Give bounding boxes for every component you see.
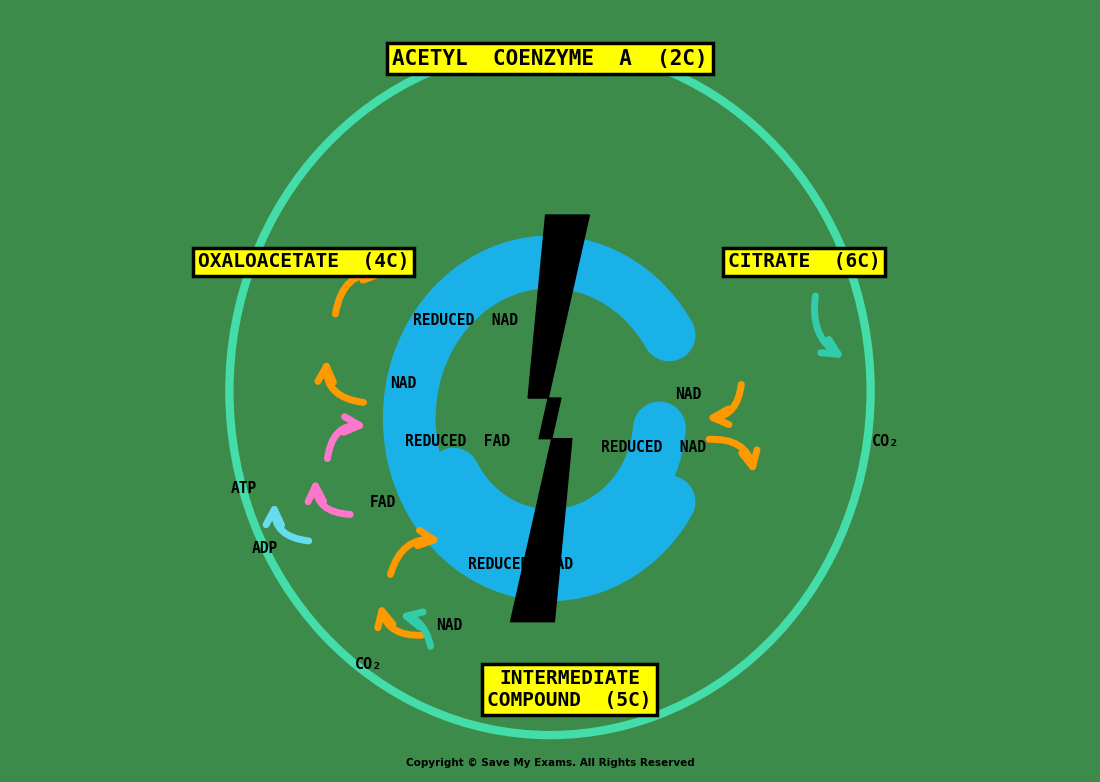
Text: CITRATE  (6C): CITRATE (6C) [728,253,880,271]
Text: ADP: ADP [251,541,277,557]
Text: ATP: ATP [231,481,257,497]
Text: REDUCED  NAD: REDUCED NAD [414,313,518,328]
Text: REDUCED  NAD: REDUCED NAD [468,557,573,572]
Text: CO₂: CO₂ [872,434,900,450]
Text: NAD: NAD [437,618,463,633]
Polygon shape [510,215,590,622]
Text: INTERMEDIATE
COMPOUND  (5C): INTERMEDIATE COMPOUND (5C) [487,669,652,710]
Text: REDUCED  FAD: REDUCED FAD [405,434,510,450]
Text: REDUCED  NAD: REDUCED NAD [601,439,706,455]
Text: NAD: NAD [675,387,702,403]
Text: CO₂: CO₂ [354,657,382,673]
Text: FAD: FAD [370,494,396,510]
Text: OXALOACETATE  (4C): OXALOACETATE (4C) [198,253,409,271]
Text: Copyright © Save My Exams. All Rights Reserved: Copyright © Save My Exams. All Rights Re… [406,758,694,768]
Text: NAD: NAD [389,375,416,391]
Text: ACETYL  COENZYME  A  (2C): ACETYL COENZYME A (2C) [393,48,707,69]
